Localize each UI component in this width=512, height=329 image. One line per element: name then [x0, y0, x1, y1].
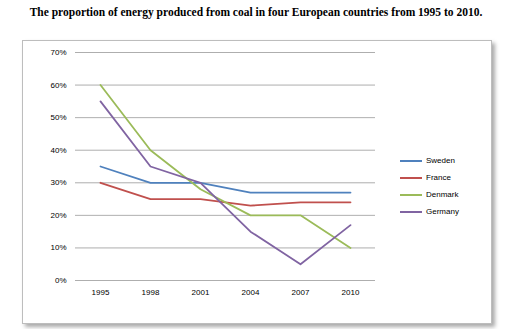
svg-text:1995: 1995 — [92, 288, 110, 297]
svg-text:40%: 40% — [50, 146, 66, 155]
svg-text:50%: 50% — [50, 113, 66, 122]
svg-text:10%: 10% — [50, 243, 66, 252]
svg-text:0%: 0% — [55, 276, 67, 285]
svg-text:30%: 30% — [50, 178, 66, 187]
svg-text:2001: 2001 — [192, 288, 210, 297]
html-text:Denmark: Denmark — [426, 190, 459, 199]
svg-text:2010: 2010 — [342, 288, 360, 297]
html-text:Germany: Germany — [426, 207, 459, 216]
svg-text:2004: 2004 — [242, 288, 260, 297]
html-text:France: France — [426, 173, 451, 182]
svg-text:20%: 20% — [50, 211, 66, 220]
svg-text:2007: 2007 — [292, 288, 310, 297]
svg-text:70%: 70% — [50, 48, 66, 57]
html-text:Sweden: Sweden — [426, 156, 455, 165]
svg-text:1998: 1998 — [142, 288, 160, 297]
html-text:The proportion of energy produ: The proportion of energy produced from c… — [29, 6, 483, 18]
svg-text:60%: 60% — [50, 81, 66, 90]
